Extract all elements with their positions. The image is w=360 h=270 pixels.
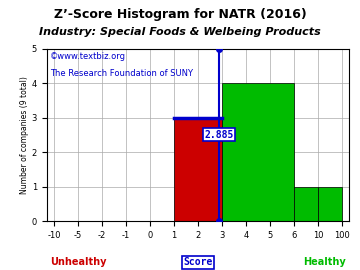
Text: Score: Score xyxy=(183,257,213,267)
Text: Z’-Score Histogram for NATR (2016): Z’-Score Histogram for NATR (2016) xyxy=(54,8,306,21)
Y-axis label: Number of companies (9 total): Number of companies (9 total) xyxy=(20,76,29,194)
Text: Unhealthy: Unhealthy xyxy=(50,257,107,267)
Text: Healthy: Healthy xyxy=(303,257,346,267)
Text: 2.885: 2.885 xyxy=(204,130,234,140)
Bar xyxy=(222,83,294,221)
Text: Industry: Special Foods & Welbeing Products: Industry: Special Foods & Welbeing Produ… xyxy=(39,27,321,37)
Bar xyxy=(174,118,222,221)
Text: The Research Foundation of SUNY: The Research Foundation of SUNY xyxy=(50,69,193,78)
Bar xyxy=(318,187,342,221)
Text: ©www.textbiz.org: ©www.textbiz.org xyxy=(50,52,126,61)
Bar xyxy=(294,187,318,221)
